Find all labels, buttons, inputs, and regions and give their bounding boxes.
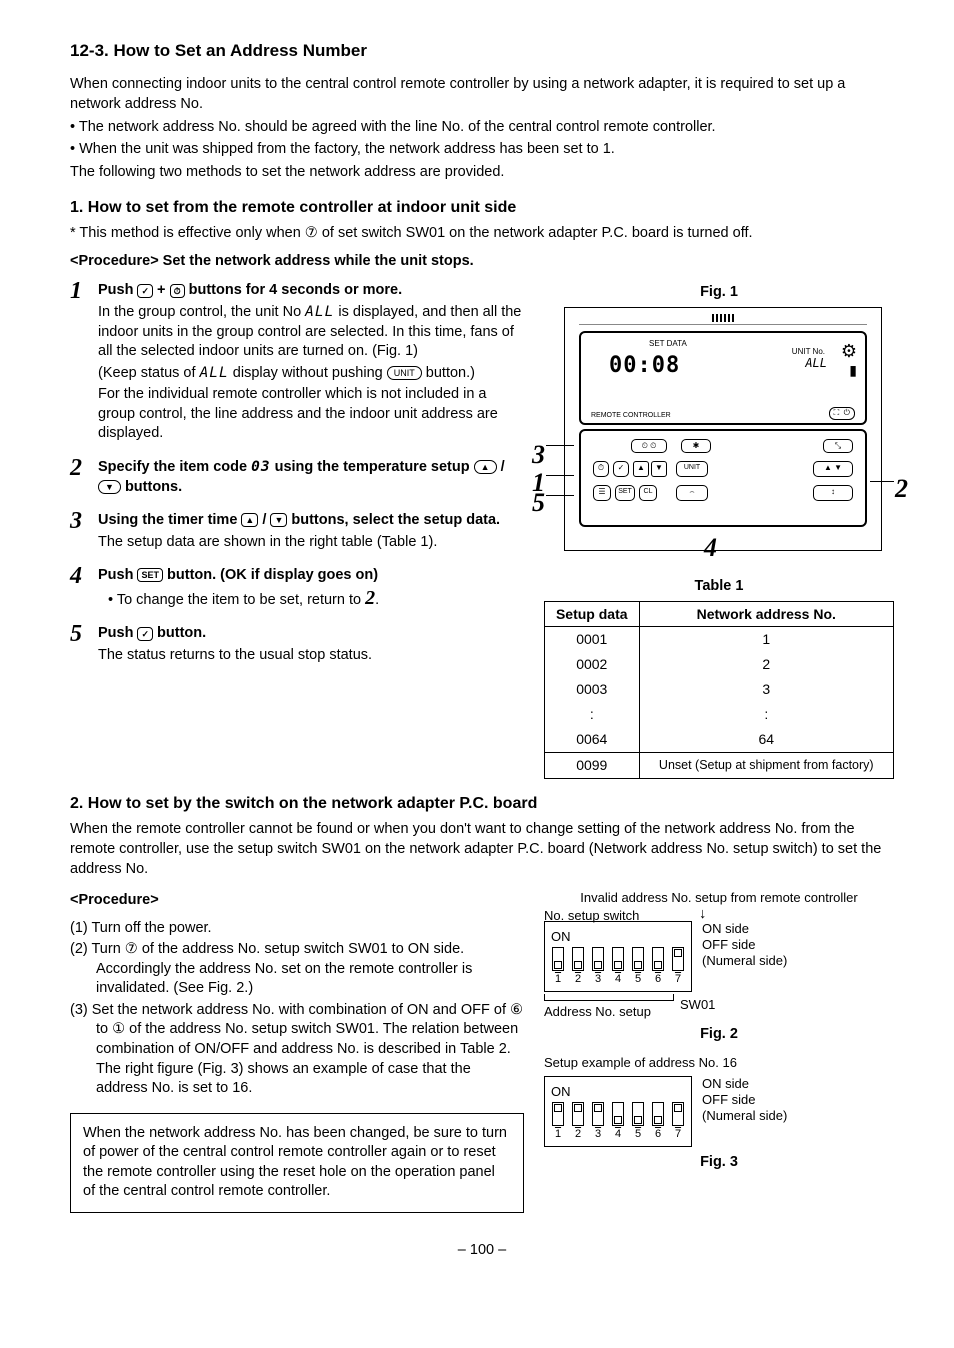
- figure-2: Invalid address No. setup from remote co…: [544, 889, 894, 1044]
- on-label: ON: [551, 1083, 685, 1101]
- figure-3: Setup example of address No. 16 ON 12345…: [544, 1054, 894, 1173]
- section-title: 12-3. How to Set an Address Number: [70, 40, 894, 63]
- remote-controller-figure: SET DATA 00:08 UNIT No. ALL ⚙ ▮ REMOTE C…: [564, 307, 882, 551]
- dip-position: 3: [591, 1102, 605, 1142]
- fig1-caption: Fig. 1: [544, 283, 894, 303]
- fig3-side-off: OFF side: [702, 1092, 787, 1108]
- dip-position: 7: [671, 1102, 685, 1142]
- table-head-setup: Setup data: [545, 601, 640, 627]
- callout-5: 5: [532, 485, 545, 520]
- subsection-1-note: * This method is effective only when ⑦ o…: [70, 224, 894, 244]
- step-number-2: 2: [70, 456, 98, 499]
- table-head-addr: Network address No.: [639, 601, 893, 627]
- temp-down-icon: ▼: [98, 480, 121, 494]
- page-number: – 100 –: [70, 1241, 894, 1261]
- intro-bullet-1: • The network address No. should be agre…: [70, 118, 894, 138]
- step-1-body-2: (Keep status of ALL display without push…: [98, 364, 524, 384]
- step-5-body: The status returns to the usual stop sta…: [98, 646, 524, 666]
- step-2-lead: Specify the item code 03 using the tempe…: [98, 458, 524, 497]
- note-box: When the network address No. has been ch…: [70, 1113, 524, 1213]
- check-icon: ✓: [137, 284, 153, 298]
- procedure-heading: <Procedure> Set the network address whil…: [70, 252, 894, 272]
- dip-position: 2: [571, 1102, 585, 1142]
- dip-switch-fig2: ON 1234567: [544, 921, 692, 992]
- subsection-1-title: 1. How to set from the remote controller…: [70, 197, 894, 219]
- fig2-label-switch: No. setup switch: [544, 907, 639, 925]
- code-segment: 03: [251, 459, 270, 475]
- all-segment: ALL: [305, 304, 334, 320]
- intro-bullet-2: • When the unit was shipped from the fac…: [70, 140, 894, 160]
- remote-label: REMOTE CONTROLLER: [591, 411, 671, 420]
- table1-caption: Table 1: [544, 577, 894, 597]
- step-number-1: 1: [70, 279, 98, 446]
- dip-position: 5: [631, 947, 645, 987]
- dip-position: 3: [591, 947, 605, 987]
- unit-button-icon: UNIT: [387, 366, 422, 380]
- dip-position: 2: [571, 947, 585, 987]
- dip-position: 1: [551, 947, 565, 987]
- on-label: ON: [551, 928, 685, 946]
- time-down-icon: ▼: [270, 513, 287, 527]
- proc2-step2: (2) Turn ⑦ of the address No. setup swit…: [70, 940, 524, 999]
- display-setdata: SET DATA: [649, 339, 687, 350]
- step-1-body-3: For the individual remote controller whi…: [98, 385, 524, 444]
- all-segment: ALL: [200, 365, 229, 381]
- display-main: 00:08: [609, 351, 680, 381]
- step-4-lead: Push SET button. (OK if display goes on): [98, 566, 524, 586]
- fig2-label-invalid: Invalid address No. setup from remote co…: [544, 889, 894, 907]
- step-5-lead: Push ✓ button.: [98, 624, 524, 644]
- timer-icon: ⏱: [170, 284, 185, 298]
- dip-position: 4: [611, 947, 625, 987]
- dip-position: 4: [611, 1102, 625, 1142]
- dip-switch-fig3: ON 1234567: [544, 1076, 692, 1147]
- step-number-4: 4: [70, 564, 98, 612]
- fig3-side-on: ON side: [702, 1076, 787, 1092]
- step-ref-2: 2: [365, 587, 375, 609]
- dip-position: 7: [671, 947, 685, 987]
- time-up-icon: ▲: [241, 513, 258, 527]
- step-3-body: The setup data are shown in the right ta…: [98, 533, 524, 553]
- step-1-body-1: In the group control, the unit No ALL is…: [98, 303, 524, 362]
- fig3-caption: Fig. 3: [544, 1153, 894, 1173]
- step-number-5: 5: [70, 622, 98, 667]
- dip-position: 6: [651, 947, 665, 987]
- step-4-body: • To change the item to be set, return t…: [98, 588, 524, 611]
- fig3-side-num: (Numeral side): [702, 1108, 787, 1124]
- callout-2: 2: [895, 471, 908, 506]
- fig2-side-on: ON side: [702, 921, 787, 937]
- dip-position: 1: [551, 1102, 565, 1142]
- dip-position: 6: [651, 1102, 665, 1142]
- fig2-brace-label: Address No. setup: [544, 1003, 674, 1021]
- intro-paragraph-2: The following two methods to set the net…: [70, 163, 894, 183]
- step-1-lead: Push ✓ + ⏱ buttons for 4 seconds or more…: [98, 281, 524, 301]
- set-button-icon: SET: [137, 568, 163, 582]
- table-1: Setup data Network address No. 00011 000…: [544, 601, 894, 779]
- sub2-paragraph: When the remote controller cannot be fou…: [70, 820, 894, 879]
- check-icon: ✓: [137, 627, 153, 641]
- proc2-step3: (3) Set the network address No. with com…: [70, 1001, 524, 1099]
- display-all: ALL: [805, 355, 827, 371]
- callout-4: 4: [704, 530, 717, 565]
- fig3-title: Setup example of address No. 16: [544, 1054, 894, 1072]
- subsection-2-title: 2. How to set by the switch on the netwo…: [70, 793, 894, 815]
- fig2-side-num: (Numeral side): [702, 953, 787, 969]
- proc2-step1: (1) Turn off the power.: [70, 919, 524, 939]
- procedure-2-heading: <Procedure>: [70, 891, 524, 911]
- fig2-side-off: OFF side: [702, 937, 787, 953]
- temp-up-icon: ▲: [474, 460, 497, 474]
- dip-position: 5: [631, 1102, 645, 1142]
- intro-paragraph: When connecting indoor units to the cent…: [70, 75, 894, 114]
- fig2-caption: Fig. 2: [544, 1025, 894, 1045]
- fig2-swname: SW01: [680, 996, 715, 1014]
- step-3-lead: Using the timer time ▲ / ▼ buttons, sele…: [98, 511, 524, 531]
- step-number-3: 3: [70, 509, 98, 554]
